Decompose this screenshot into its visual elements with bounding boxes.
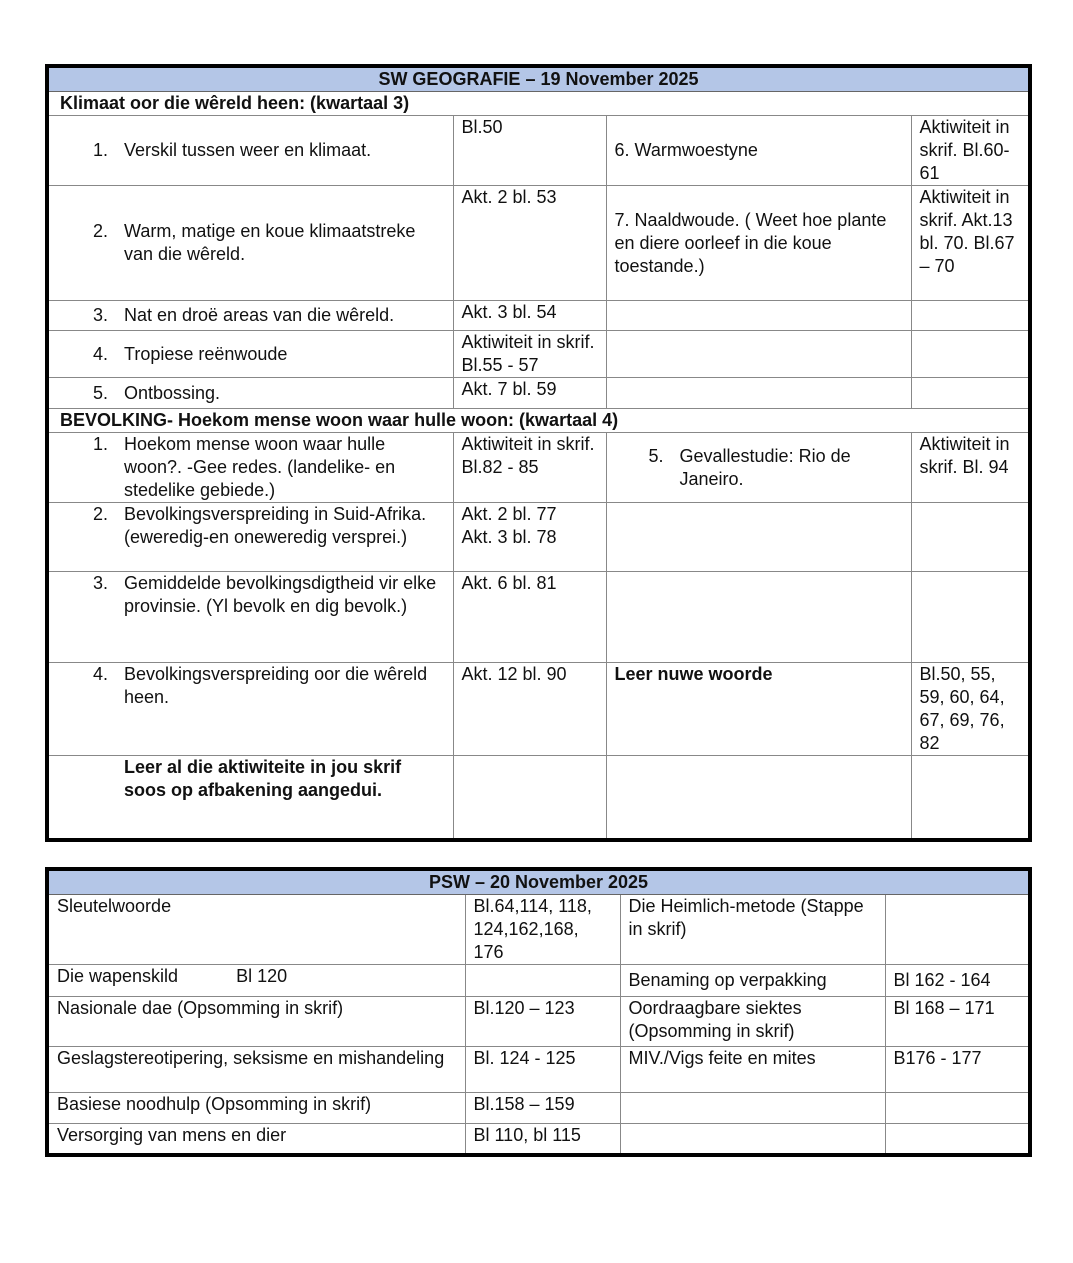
item-text: Gemiddelde bevolkingsdigtheid vir elke p… [124, 573, 437, 616]
extra-item: Gevallestudie: Rio de Janeiro. [679, 445, 851, 489]
table-row: Leer al die aktiwiteite in jou skrif soo… [46, 755, 1031, 840]
table-row: 2. Bevolkingsverspreiding in Suid-Afrika.… [46, 502, 1031, 572]
extra-ref: Aktiwiteit in skrif. Bl. 94 [910, 432, 1031, 503]
topic: Versorging van mens en dier [46, 1123, 466, 1155]
extra-item: 6. Warmwoestyne [605, 115, 912, 186]
table-row: 2. Warm, matige en koue klimaatstreke van… [46, 185, 1031, 301]
item-text: Bevolkingsverspreiding in Suid-Afrika. (… [124, 504, 427, 547]
topic: Basiese noodhulp (Opsomming in skrif) [46, 1092, 466, 1124]
geography-title: SW GEOGRAFIE – 19 November 2025 [46, 65, 1031, 92]
item-ref: Akt. 7 bl. 59 [452, 377, 607, 409]
table-row: Nasionale dae (Opsomming in skrif) Bl.12… [46, 996, 1031, 1047]
item-text: Verskil tussen weer en klimaat. [124, 140, 372, 160]
item-number: 4. [93, 343, 109, 364]
topic: Die wapenskild [57, 966, 179, 986]
topic-2: MIV./Vigs feite en mites [619, 1046, 886, 1093]
topic: Sleutelwoorde [46, 894, 466, 965]
table-row: Sleutelwoorde Bl.64,114, 118, 124,162,16… [46, 894, 1031, 965]
table-row: 4. Bevolkingsverspreiding oor die wêreld … [46, 662, 1031, 756]
item-ref: Akt. 12 bl. 90 [452, 662, 607, 756]
study-note: Leer al die aktiwiteite in jou skrif soo… [124, 757, 402, 800]
psw-table: PSW – 20 November 2025 Sleutelwoorde Bl.… [45, 867, 1032, 1157]
item-ref-2: Akt. 3 bl. 78 [461, 527, 557, 547]
geography-table: SW GEOGRAFIE – 19 November 2025 Klimaat … [45, 64, 1032, 842]
topic-inline-ref: Bl 120 [236, 966, 288, 986]
item-ref: Bl.50 [452, 115, 607, 186]
item-text: Tropiese reënwoude [124, 343, 288, 364]
item-number: 5. [93, 382, 109, 403]
topic-ref: Bl.158 – 159 [464, 1092, 621, 1124]
table-row: 3. Gemiddelde bevolkingsdigtheid vir elke… [46, 571, 1031, 663]
table-row: Versorging van mens en dier Bl 110, bl 1… [46, 1123, 1031, 1155]
item-number: 3. [93, 573, 109, 593]
item-ref: Akt. 3 bl. 54 [452, 300, 607, 331]
extra-item: 7. Naaldwoude. ( Weet hoe plante en dier… [605, 185, 912, 301]
topic-2-ref: Bl 162 - 164 [884, 964, 1031, 997]
psw-title: PSW – 20 November 2025 [46, 868, 1031, 895]
topic-2-ref: Bl 168 – 171 [884, 996, 1031, 1047]
table-row: 3. Nat en droë areas van die wêreld. Akt.… [46, 300, 1031, 331]
topic-2: Benaming op verpakking [619, 964, 886, 997]
item-ref: Akt. 2 bl. 53 [452, 185, 607, 301]
topic-2: Oordraagbare siektes (Opsomming in skrif… [619, 996, 886, 1047]
item-text: Ontbossing. [124, 382, 221, 403]
item-ref: Aktiwiteit in skrif. Bl.55 - 57 [452, 330, 607, 378]
item-number: 2. [93, 221, 109, 241]
topic-2-ref [884, 894, 1031, 965]
topic-ref: Bl.64,114, 118, 124,162,168, 176 [464, 894, 621, 965]
topic-ref: Bl 110, bl 115 [464, 1123, 621, 1155]
item-text: Hoekom mense woon waar hulle woon?. -Gee… [124, 434, 396, 500]
item-ref: Akt. 2 bl. 77 [461, 504, 557, 524]
extra-number: 5. [648, 445, 664, 466]
table-row: 5. Ontbossing. Akt. 7 bl. 59 [46, 377, 1031, 409]
item-number: 1. [93, 434, 109, 454]
table-row: Die wapenskild Bl 120 Benaming op verpakk… [46, 964, 1031, 997]
table-row: 4. Tropiese reënwoude Aktiwiteit in skrif… [46, 330, 1031, 378]
item-text: Nat en droë areas van die wêreld. [124, 305, 395, 325]
section-heading-climate: Klimaat oor die wêreld heen: (kwartaal 3… [46, 91, 1031, 116]
item-ref: Akt. 6 bl. 81 [452, 571, 607, 663]
topic-ref: Bl. 124 - 125 [464, 1046, 621, 1093]
extra-item: Leer nuwe woorde [605, 662, 912, 756]
section-heading-population: BEVOLKING- Hoekom mense woon waar hulle … [46, 408, 1031, 433]
item-number: 3. [93, 305, 109, 325]
extra-ref: Bl.50, 55, 59, 60, 64, 67, 69, 76, 82 [910, 662, 1031, 756]
item-text: Warm, matige en koue klimaatstreke van d… [124, 221, 416, 264]
item-number: 4. [93, 664, 109, 684]
item-number: 2. [93, 504, 109, 524]
topic-2-ref: B176 - 177 [884, 1046, 1031, 1093]
topic-ref: Bl.120 – 123 [464, 996, 621, 1047]
extra-ref: Aktiwiteit in skrif. Akt.13 bl. 70. Bl.6… [910, 185, 1031, 301]
item-number: 1. [93, 140, 109, 160]
item-ref: Aktiwiteit in skrif. Bl.82 - 85 [452, 432, 607, 503]
topic: Nasionale dae (Opsomming in skrif) [46, 996, 466, 1047]
table-row: 1. Verskil tussen weer en klimaat. Bl.50 … [46, 115, 1031, 186]
topic-2: Die Heimlich-metode (Stappe in skrif) [619, 894, 886, 965]
topic-ref [464, 964, 621, 997]
table-row: Geslagstereotipering, seksisme en mishan… [46, 1046, 1031, 1093]
item-text: Bevolkingsverspreiding oor die wêreld he… [124, 664, 428, 707]
table-row: Basiese noodhulp (Opsomming in skrif) Bl… [46, 1092, 1031, 1124]
extra-ref: Aktiwiteit in skrif. Bl.60-61 [910, 115, 1031, 186]
topic: Geslagstereotipering, seksisme en mishan… [46, 1046, 466, 1093]
table-row: 1. Hoekom mense woon waar hulle woon?. -G… [46, 432, 1031, 503]
